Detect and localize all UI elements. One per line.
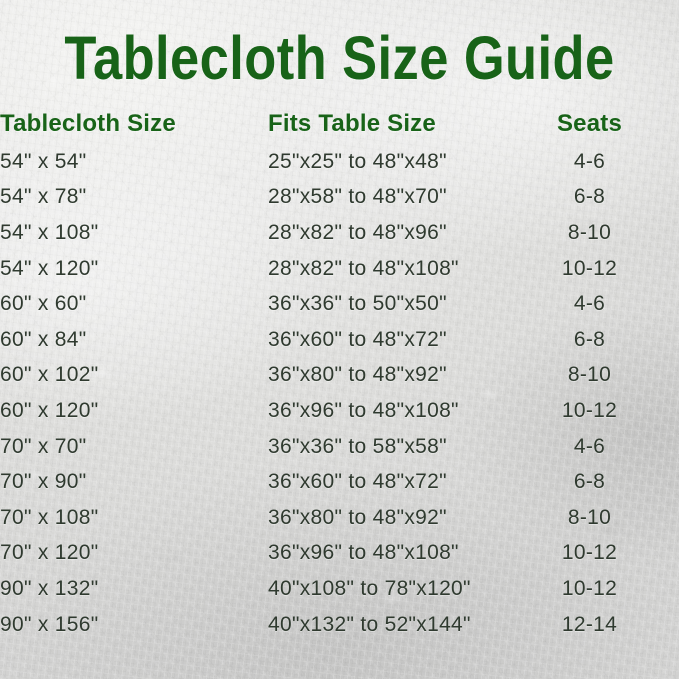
cell-fits-table-size: 36"x36" to 58"x58" — [268, 434, 447, 458]
cell-fits-table-size: 25"x25" to 48"x48" — [268, 149, 447, 173]
size-guide-table: Tablecloth Size Fits Table Size Seats 54… — [0, 104, 679, 642]
table-row: 70" x 70" 36"x36" to 58"x58" 4-6 — [0, 429, 679, 465]
cell-tablecloth-size: 60" x 84" — [0, 327, 87, 351]
table-header-row: Tablecloth Size Fits Table Size Seats — [0, 104, 679, 144]
cell-tablecloth-size: 54" x 54" — [0, 149, 87, 173]
column-header-fits-table-size: Fits Table Size — [268, 110, 436, 137]
table-row: 54" x 108" 28"x82" to 48"x96" 8-10 — [0, 215, 679, 251]
cell-seats: 8-10 — [567, 505, 612, 529]
cell-tablecloth-size: 90" x 132" — [0, 576, 99, 600]
cell-tablecloth-size: 70" x 90" — [0, 470, 87, 494]
table-row: 54" x 54" 25"x25" to 48"x48" 4-6 — [0, 144, 679, 180]
cell-tablecloth-size: 90" x 156" — [0, 612, 99, 636]
cell-fits-table-size: 36"x80" to 48"x92" — [268, 505, 447, 529]
cell-tablecloth-size: 54" x 78" — [0, 185, 87, 209]
cell-fits-table-size: 36"x36" to 50"x50" — [268, 292, 447, 316]
cell-fits-table-size: 36"x60" to 48"x72" — [268, 327, 447, 351]
cell-tablecloth-size: 70" x 70" — [0, 434, 87, 458]
cell-seats: 6-8 — [573, 327, 606, 351]
cell-seats: 8-10 — [567, 220, 612, 244]
cell-fits-table-size: 28"x82" to 48"x108" — [268, 256, 459, 280]
cell-fits-table-size: 36"x96" to 48"x108" — [268, 541, 459, 565]
cell-seats: 4-6 — [573, 292, 606, 316]
cell-seats: 6-8 — [573, 185, 606, 209]
cell-seats: 6-8 — [573, 470, 606, 494]
cell-seats: 10-12 — [561, 541, 618, 565]
cell-fits-table-size: 36"x60" to 48"x72" — [268, 470, 447, 494]
column-header-tablecloth-size: Tablecloth Size — [0, 110, 176, 137]
cell-tablecloth-size: 54" x 120" — [0, 256, 99, 280]
cell-seats: 10-12 — [561, 398, 618, 422]
cell-seats: 10-12 — [561, 576, 618, 600]
table-row: 90" x 132" 40"x108" to 78"x120" 10-12 — [0, 571, 679, 607]
cell-tablecloth-size: 70" x 108" — [0, 505, 99, 529]
cell-fits-table-size: 28"x82" to 48"x96" — [268, 220, 447, 244]
table-row: 54" x 120" 28"x82" to 48"x108" 10-12 — [0, 251, 679, 287]
cell-seats: 10-12 — [561, 256, 618, 280]
cell-tablecloth-size: 60" x 102" — [0, 363, 99, 387]
cell-seats: 4-6 — [573, 434, 606, 458]
page-title: Tablecloth Size Guide — [64, 24, 615, 92]
column-header-seats: Seats — [556, 110, 623, 137]
table-row: 60" x 84" 36"x60" to 48"x72" 6-8 — [0, 322, 679, 358]
table-row: 90" x 156" 40"x132" to 52"x144" 12-14 — [0, 607, 679, 643]
cell-fits-table-size: 40"x108" to 78"x120" — [268, 576, 471, 600]
table-row: 60" x 60" 36"x36" to 50"x50" 4-6 — [0, 286, 679, 322]
table-row: 54" x 78" 28"x58" to 48"x70" 6-8 — [0, 180, 679, 216]
cell-fits-table-size: 28"x58" to 48"x70" — [268, 185, 447, 209]
cell-tablecloth-size: 70" x 120" — [0, 541, 99, 565]
cell-tablecloth-size: 60" x 60" — [0, 292, 87, 316]
cell-tablecloth-size: 54" x 108" — [0, 220, 99, 244]
cell-seats: 8-10 — [567, 363, 612, 387]
table-body: 54" x 54" 25"x25" to 48"x48" 4-6 54" x 78" 2… — [0, 144, 679, 642]
cell-seats: 12-14 — [561, 612, 618, 636]
cell-fits-table-size: 36"x80" to 48"x92" — [268, 363, 447, 387]
cell-fits-table-size: 40"x132" to 52"x144" — [268, 612, 471, 636]
cell-seats: 4-6 — [573, 149, 606, 173]
table-row: 60" x 120" 36"x96" to 48"x108" 10-12 — [0, 393, 679, 429]
table-row: 60" x 102" 36"x80" to 48"x92" 8-10 — [0, 358, 679, 394]
table-row: 70" x 120" 36"x96" to 48"x108" 10-12 — [0, 536, 679, 572]
table-header: Tablecloth Size Fits Table Size Seats — [0, 104, 679, 144]
cell-fits-table-size: 36"x96" to 48"x108" — [268, 398, 459, 422]
cell-tablecloth-size: 60" x 120" — [0, 398, 99, 422]
table-row: 70" x 108" 36"x80" to 48"x92" 8-10 — [0, 500, 679, 536]
table-row: 70" x 90" 36"x60" to 48"x72" 6-8 — [0, 464, 679, 500]
